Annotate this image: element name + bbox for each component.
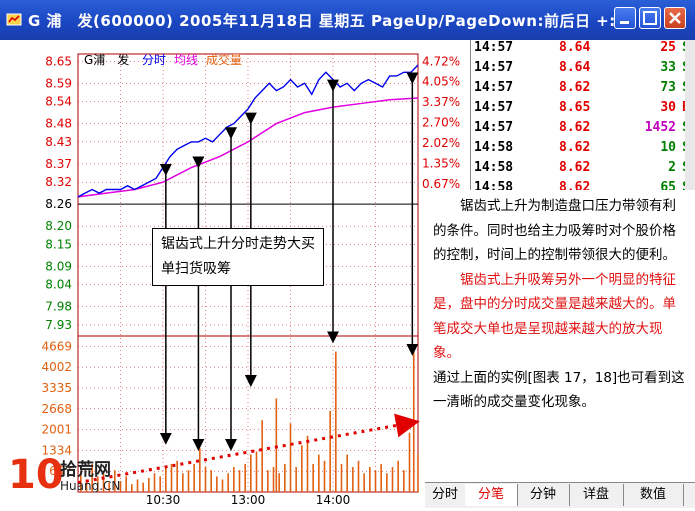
maximize-button[interactable] (639, 7, 661, 29)
trade-price: 8.64 (559, 40, 591, 55)
trade-list-scrollbar[interactable] (685, 40, 695, 190)
volume-tick-label: 3335 (41, 381, 72, 395)
minimize-icon (620, 21, 629, 24)
app-icon (6, 13, 22, 26)
tab-fenshi[interactable]: 分时 (425, 484, 466, 506)
trade-time: 14:57 (474, 80, 514, 95)
volume-tick-label: 4669 (41, 339, 72, 353)
trade-volume: 2 (668, 160, 676, 175)
pct-tick-label: 1.35% (422, 156, 460, 170)
price-tick-label: 7.98 (45, 300, 72, 314)
trade-price: 8.62 (559, 120, 591, 135)
watermark-logo: 10 拾荒网 Huang.CN (8, 453, 128, 503)
trade-time: 14:57 (474, 40, 514, 55)
view-tabs: 分时 分笔 分钟 详盘 数值 (425, 482, 695, 508)
title-bar: G 浦 发(600000) 2005年11月18日 星期五 PageUp/Pag… (0, 0, 695, 40)
trade-row: 14:588.622S (471, 160, 695, 180)
pct-tick-label: 4.05% (422, 75, 460, 89)
trade-row: 14:578.6433S (471, 60, 695, 80)
explanation-paragraph-highlight: 锯齿式上升吸筹另外一个明显的特征是，盘中的分时成交量是越来越大的。单笔成交大单也… (433, 271, 676, 362)
volume-tick-label: 4002 (41, 360, 72, 374)
watermark-cn: 拾荒网 (60, 460, 111, 480)
legend-item: 均线 (174, 53, 198, 67)
trade-time: 14:58 (474, 140, 514, 155)
price-tick-label: 8.09 (45, 259, 72, 273)
watermark-number: 10 (8, 452, 64, 498)
trade-row: 14:578.6425S (471, 40, 695, 60)
trade-volume: 25 (660, 40, 676, 55)
price-tick-label: 8.59 (45, 76, 72, 90)
time-tick-label: 13:00 (231, 493, 266, 507)
trade-row: 14:578.6273S (471, 80, 695, 100)
trade-price: 8.64 (559, 60, 591, 75)
trade-volume: 33 (660, 60, 676, 75)
pct-tick-label: 2.02% (422, 136, 460, 150)
trade-time: 14:57 (474, 100, 514, 115)
trade-time: 14:57 (474, 120, 514, 135)
legend-stock: G浦 发 (84, 52, 129, 67)
price-tick-label: 8.26 (45, 197, 72, 211)
minimize-button[interactable] (614, 7, 636, 29)
trade-price: 8.62 (559, 160, 591, 175)
legend-item: 成交量 (206, 52, 242, 67)
trade-time: 14:58 (474, 180, 514, 190)
price-tick-label: 8.48 (45, 117, 72, 131)
price-tick-label: 8.20 (45, 219, 72, 233)
maximize-icon (643, 11, 657, 25)
tab-shuzhi[interactable]: 数值 (623, 484, 684, 506)
trade-row: 14:588.6265S (471, 180, 695, 190)
trade-list: 14:578.6425S14:578.6433S14:578.6273S14:5… (470, 40, 695, 190)
tab-fenzhong[interactable]: 分钟 (517, 484, 570, 506)
price-tick-label: 8.37 (45, 157, 72, 171)
price-tick-label: 7.93 (45, 318, 72, 332)
trade-price: 8.62 (559, 140, 591, 155)
trade-price: 8.62 (559, 180, 591, 190)
time-tick-label: 10:30 (146, 493, 181, 507)
explanation-paragraph: 锯齿式上升为制造盘口压力带领有利的条件。同时也给主力吸筹时对个股价格的控制，时间… (433, 198, 676, 263)
volume-tick-label: 667 (49, 464, 72, 478)
price-tick-label: 8.04 (45, 278, 72, 292)
window-title: G 浦 发(600000) 2005年11月18日 星期五 PageUp/Pag… (28, 12, 635, 30)
legend-item: 分时 (142, 53, 166, 67)
trade-price: 8.62 (559, 80, 591, 95)
trade-volume: 10 (660, 140, 676, 155)
price-tick-label: 8.15 (45, 237, 72, 251)
volume-tick-label: 2001 (41, 423, 72, 437)
price-tick-label: 8.54 (45, 95, 72, 109)
price-line (77, 64, 419, 198)
intraday-chart[interactable]: 8.65 8.59 8.54 8.48 8.43 8.37 8.32 8.26 8.20 8.15… (0, 40, 470, 507)
volume-tick-label: 2668 (41, 402, 72, 416)
trade-time: 14:58 (474, 160, 514, 175)
time-tick-label: 14:00 (316, 493, 351, 507)
explanation-paragraph: 通过上面的实例[图表 17，18]也可看到这一清晰的成交量变化现象。 (433, 369, 685, 411)
trade-row: 14:588.6210S (471, 140, 695, 160)
pct-tick-label: 0.67% (422, 177, 460, 191)
tab-xiangpan[interactable]: 详盘 (569, 484, 624, 506)
price-tick-label: 8.65 (45, 54, 72, 68)
trade-time: 14:57 (474, 60, 514, 75)
pct-tick-label: 4.72% (422, 54, 460, 68)
pct-tick-label: 3.37% (422, 95, 460, 109)
pct-tick-label: 2.70% (422, 115, 460, 129)
trade-row: 14:578.6530B (471, 100, 695, 120)
close-button[interactable] (664, 7, 686, 29)
price-panel-frame (77, 53, 419, 337)
trade-price: 8.65 (559, 100, 591, 115)
explanation-text: 锯齿式上升为制造盘口压力带领有利的条件。同时也给主力吸筹时对个股价格的控制，时间… (425, 190, 695, 482)
trade-volume: 65 (660, 180, 676, 190)
trade-row: 14:578.621452S (471, 120, 695, 140)
volume-tick-label: 1334 (41, 443, 72, 457)
watermark-en: Huang.CN (60, 479, 121, 493)
price-tick-label: 8.43 (45, 135, 72, 149)
tab-fenbi[interactable]: 分笔 (465, 484, 518, 506)
trade-volume: 1452 (644, 120, 676, 135)
close-icon (669, 12, 681, 24)
trade-volume: 73 (660, 80, 676, 95)
price-tick-label: 8.32 (45, 175, 72, 189)
chart-callout: 锯齿式上升分时走势大买单扫货吸筹 (152, 228, 324, 286)
trade-volume: 30 (660, 100, 676, 115)
